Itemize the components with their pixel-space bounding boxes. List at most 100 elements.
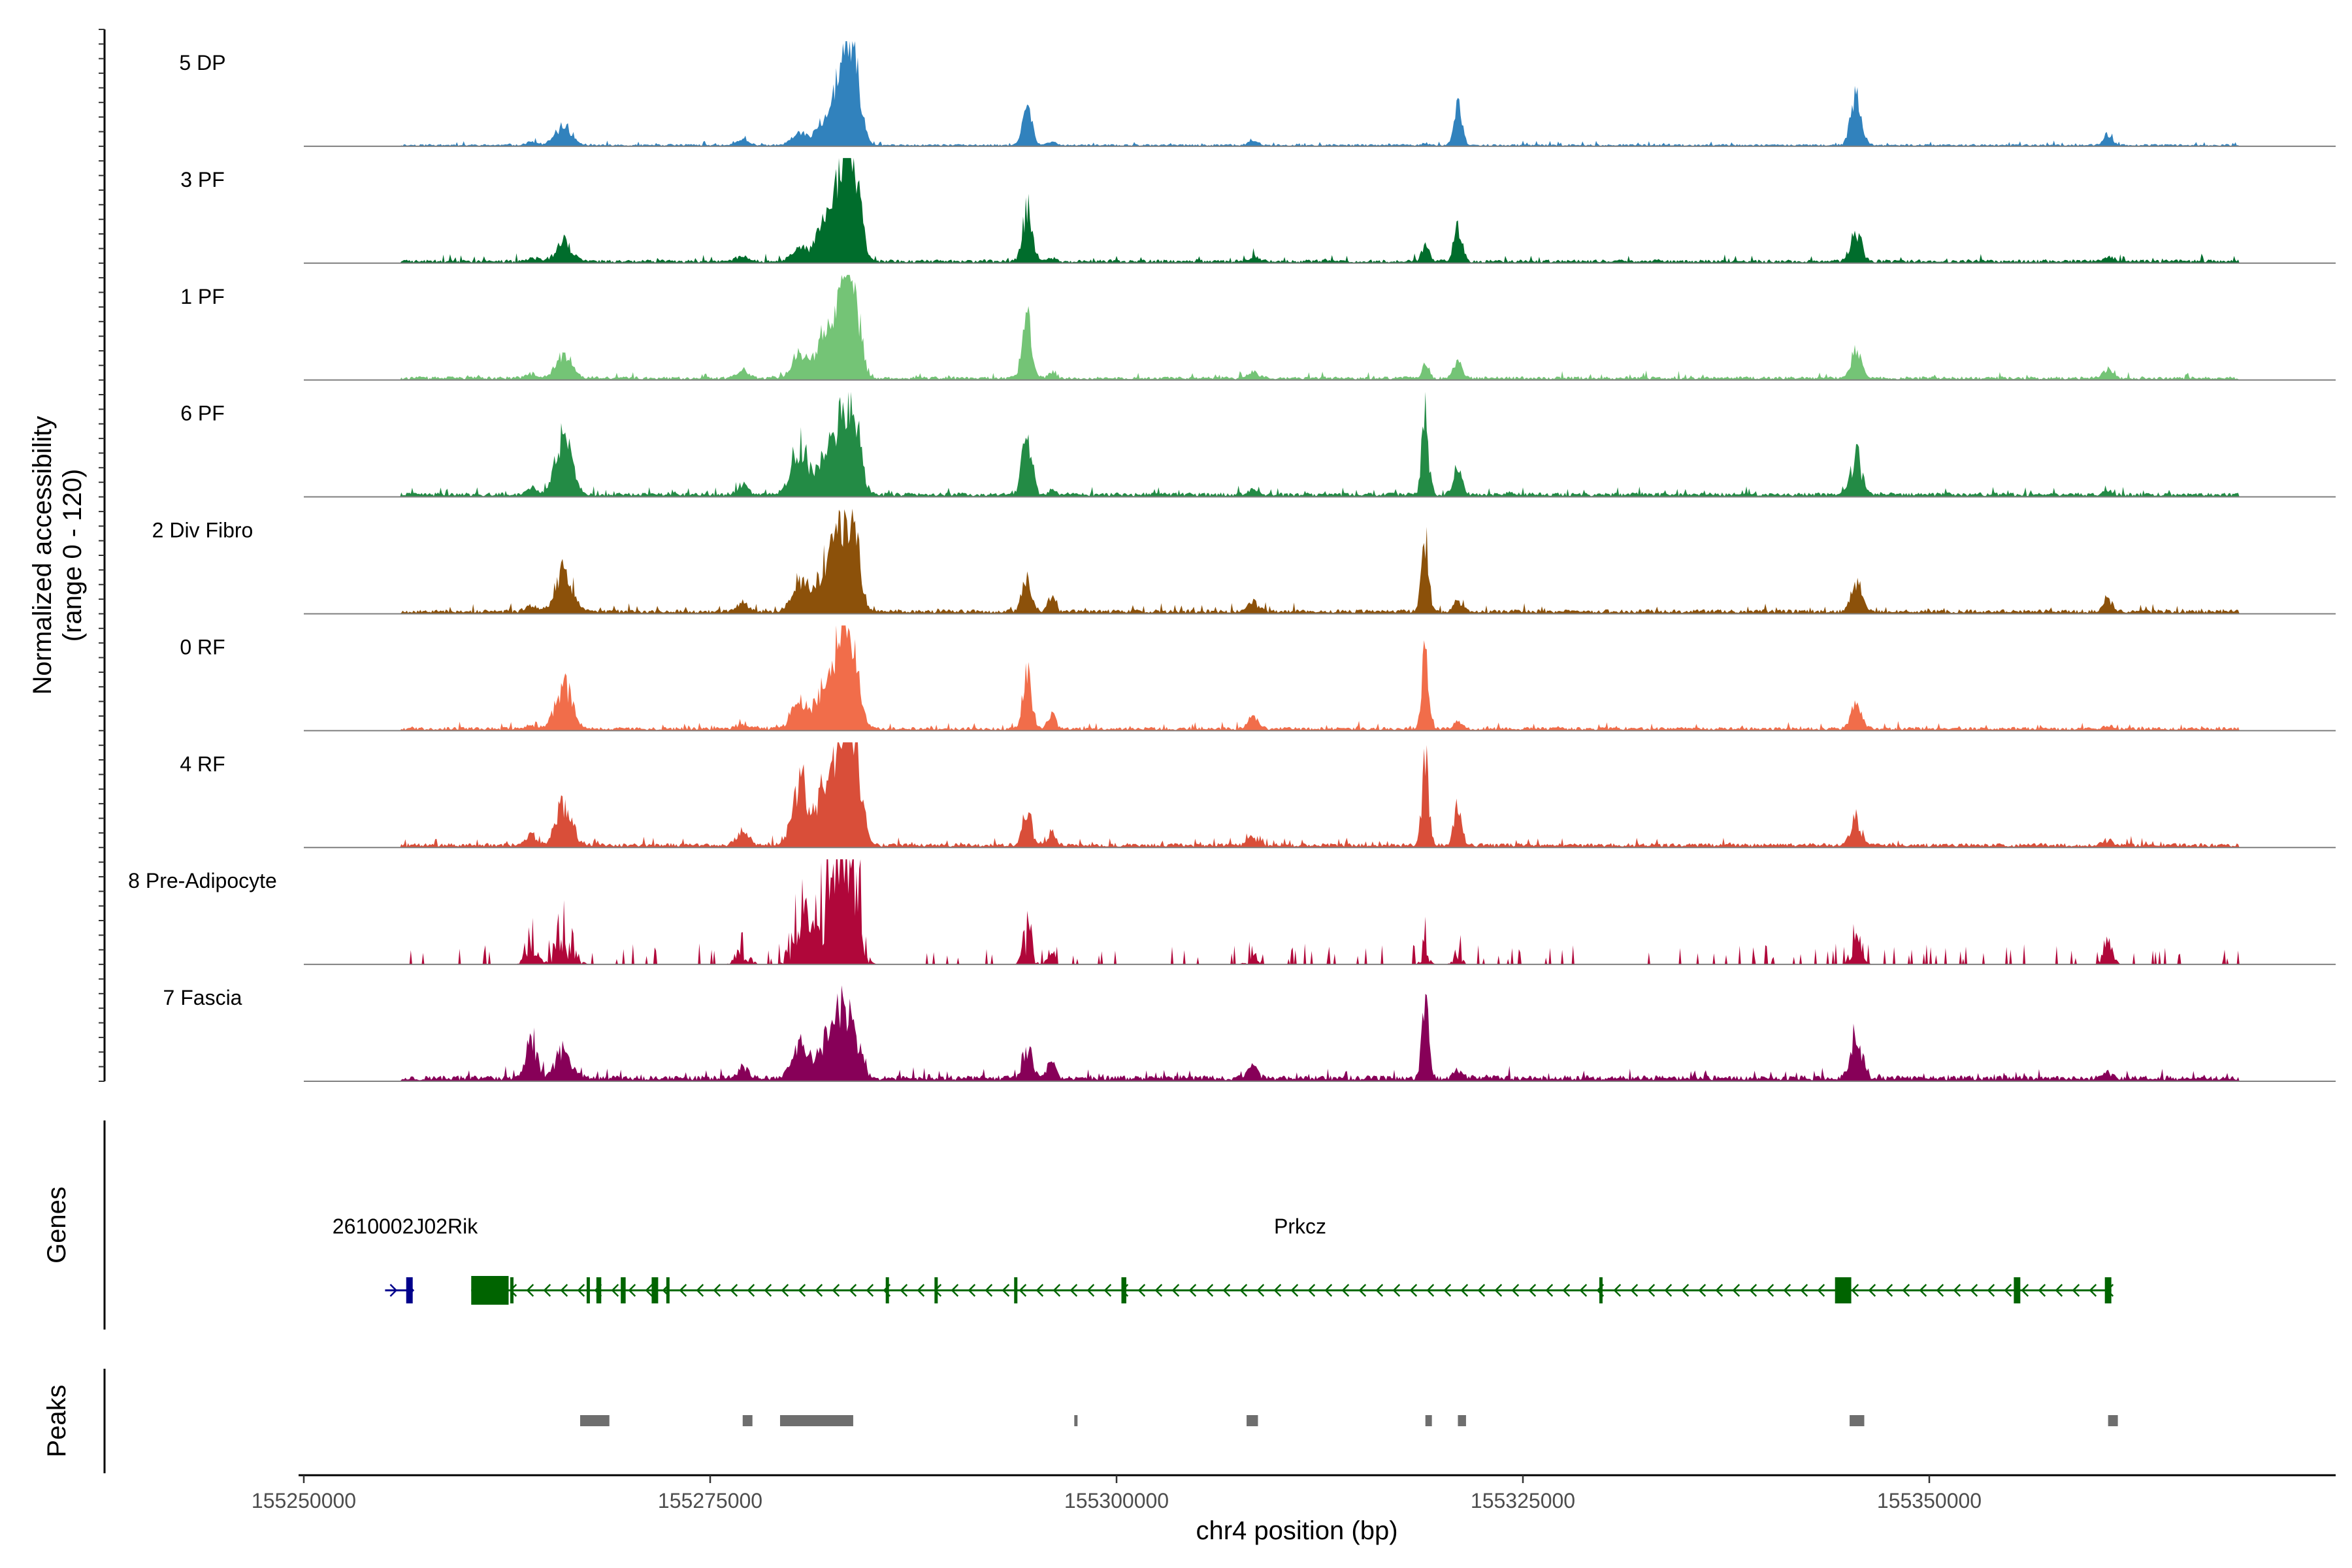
strand-arrow [1036, 1284, 1044, 1297]
strand-arrow [1732, 1284, 1740, 1297]
exon [621, 1277, 626, 1303]
exon [406, 1277, 413, 1303]
strand-arrow [2055, 1284, 2063, 1297]
y-axis-label: Normalized accessibility(range 0 - 120) [28, 416, 87, 695]
strand-arrow [1749, 1284, 1757, 1297]
peaks-panel-label: Peaks [42, 1384, 71, 1457]
track-0-rf: 0 RF [180, 625, 2336, 732]
strand-arrow [2021, 1284, 2029, 1297]
gene-prkcz: Prkcz [471, 1215, 2114, 1305]
strand-arrow [1664, 1284, 1673, 1297]
track-label: 4 RF [180, 752, 225, 776]
strand-arrow [1613, 1284, 1622, 1297]
strand-arrow [1205, 1284, 1214, 1297]
strand-arrow [747, 1284, 755, 1297]
strand-arrow [1885, 1284, 1893, 1297]
exon [1014, 1277, 1018, 1303]
strand-arrow [985, 1284, 993, 1297]
track-label: 3 PF [180, 168, 225, 191]
x-tick-label: 155350000 [1877, 1489, 1982, 1512]
strand-arrow [1766, 1284, 1774, 1297]
track-4-rf: 4 RF [180, 742, 2336, 849]
strand-arrow [2038, 1284, 2046, 1297]
strand-arrow [389, 1284, 398, 1297]
strand-arrow [1800, 1284, 1808, 1297]
strand-arrow [1002, 1284, 1010, 1297]
track-signal [304, 742, 2336, 848]
strand-arrow [1426, 1284, 1435, 1297]
strand-arrow [2089, 1284, 2097, 1297]
exon [2104, 1277, 2112, 1303]
strand-arrow [645, 1284, 653, 1297]
strand-arrow [2004, 1284, 2012, 1297]
strand-arrow [832, 1284, 840, 1297]
strand-arrow [1256, 1284, 1265, 1297]
strand-arrow [866, 1284, 874, 1297]
exon [510, 1277, 514, 1303]
track-label: 7 Fascia [163, 986, 242, 1009]
strand-arrow [1171, 1284, 1180, 1297]
strand-arrow [1970, 1284, 1978, 1297]
strand-arrow [1341, 1284, 1350, 1297]
strand-arrow [1358, 1284, 1367, 1297]
strand-arrow [679, 1284, 687, 1297]
strand-arrow [730, 1284, 738, 1297]
gene-label: 2610002J02Rik [333, 1215, 478, 1238]
y-axis-title: Normalized accessibility(range 0 - 120) [28, 416, 87, 695]
track-7-fascia: 7 Fascia [163, 985, 2336, 1082]
exon [666, 1277, 670, 1303]
peak-region [2108, 1415, 2118, 1426]
track-signal [304, 985, 2336, 1081]
exon [1121, 1277, 1126, 1303]
strand-arrow [900, 1284, 908, 1297]
strand-arrow [1324, 1284, 1333, 1297]
peak-region [779, 1415, 853, 1426]
strand-arrow [1086, 1284, 1095, 1297]
strand-arrow [1647, 1284, 1656, 1297]
peak-region [1850, 1415, 1865, 1426]
track-label: 8 Pre-Adipocyte [128, 869, 277, 892]
strand-arrow [1290, 1284, 1299, 1297]
peak-region [580, 1415, 610, 1426]
track-6-pf: 6 PF [180, 391, 2336, 498]
strand-arrow [968, 1284, 976, 1297]
exon [885, 1277, 889, 1303]
strand-arrow [1715, 1284, 1723, 1297]
strand-arrow [1053, 1284, 1061, 1297]
strand-arrow [2072, 1284, 2080, 1297]
peak-region [1247, 1415, 1258, 1426]
genes-panel-label: Genes [42, 1186, 71, 1264]
x-tick-label: 155325000 [1471, 1489, 1575, 1512]
strand-arrow [1851, 1284, 1859, 1297]
peak-region [1458, 1415, 1466, 1426]
exon [2014, 1277, 2021, 1303]
exon [934, 1277, 938, 1303]
strand-arrow [1188, 1284, 1197, 1297]
strand-arrow [1545, 1284, 1554, 1297]
strand-arrow [764, 1284, 772, 1297]
strand-arrow [1019, 1284, 1027, 1297]
track-3-pf: 3 PF [180, 157, 2336, 264]
strand-arrow [917, 1284, 925, 1297]
track-1-pf: 1 PF [180, 274, 2336, 381]
strand-arrow [1953, 1284, 1961, 1297]
exon [1835, 1277, 1852, 1303]
strand-arrow [1392, 1284, 1401, 1297]
strand-arrow [1511, 1284, 1520, 1297]
strand-arrow [577, 1284, 585, 1297]
exon [1599, 1277, 1603, 1303]
strand-arrow [1443, 1284, 1452, 1297]
strand-arrow [1460, 1284, 1469, 1297]
strand-arrow [1070, 1284, 1078, 1297]
track-label: 0 RF [180, 635, 225, 659]
peak-region [1425, 1415, 1432, 1426]
track-label: 1 PF [180, 285, 225, 308]
strand-arrow [1868, 1284, 1876, 1297]
strand-arrow [526, 1284, 534, 1297]
track-2-div-fibro: 2 Div Fibro [152, 508, 2336, 615]
strand-arrow [1902, 1284, 1910, 1297]
strand-arrow [1681, 1284, 1690, 1297]
strand-arrow [1222, 1284, 1231, 1297]
